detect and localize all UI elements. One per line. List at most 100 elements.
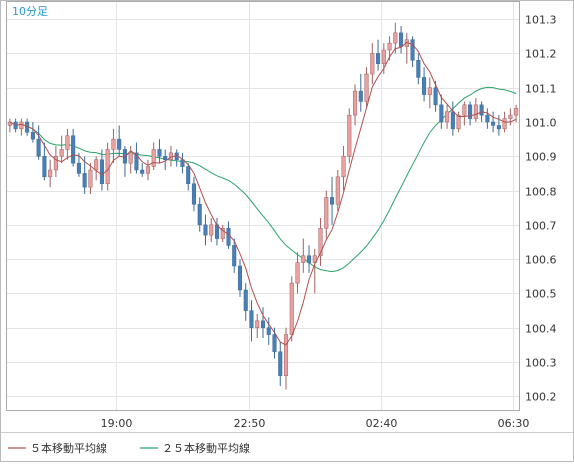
candle-body — [145, 166, 150, 174]
y-tick-label: 100.9 — [525, 151, 557, 164]
candle-body — [163, 156, 168, 160]
x-tick-label: 19:00 — [101, 417, 133, 430]
candle-body — [197, 204, 202, 226]
candle-body — [364, 73, 369, 102]
candle-body — [376, 53, 381, 64]
candle-body — [48, 169, 53, 178]
candle-body — [76, 162, 81, 174]
legend-ma5-label: ５本移動平均線 — [30, 441, 107, 455]
candle-body — [508, 114, 513, 119]
x-axis-ticks: 19:00 22:50 02:40 06:30 — [101, 417, 530, 430]
candle-body — [410, 39, 415, 61]
y-tick-label: 101.0 — [525, 117, 557, 130]
candle-body — [301, 255, 306, 263]
candle-body — [324, 197, 329, 229]
candle-body — [318, 228, 323, 256]
candle-body — [306, 255, 312, 263]
candle-body — [491, 121, 496, 126]
candle-body — [19, 121, 24, 130]
y-tick-label: 100.2 — [525, 391, 557, 404]
candle-body — [180, 159, 185, 167]
candle-body — [30, 132, 35, 140]
y-tick-label: 100.8 — [525, 186, 557, 199]
candle-body — [53, 156, 58, 171]
candle-body — [427, 87, 432, 95]
candle-body — [260, 320, 266, 328]
ma5-layer — [9, 41, 517, 346]
y-tick-label: 100.7 — [525, 220, 557, 233]
candle-body — [468, 104, 473, 119]
candle-body — [439, 104, 444, 123]
candle-body — [387, 42, 392, 51]
x-tick-label: 02:40 — [366, 417, 398, 430]
candle-body — [232, 245, 237, 267]
candle-body — [99, 159, 104, 184]
candle-body — [485, 114, 490, 123]
candle-body — [65, 135, 70, 150]
candle-body — [445, 111, 450, 123]
candle-body — [82, 173, 87, 188]
ma25-line — [9, 86, 517, 273]
candle-body — [226, 228, 231, 246]
y-tick-label: 101.3 — [525, 14, 557, 27]
candle-body — [157, 149, 162, 157]
y-tick-label: 101.1 — [525, 83, 557, 96]
y-tick-label: 100.3 — [525, 357, 557, 370]
candle-body — [399, 32, 404, 47]
candle-body — [381, 49, 386, 64]
candle-body — [416, 60, 421, 78]
timeframe-label: 10分足 — [12, 5, 48, 18]
candle-body — [209, 224, 214, 236]
candle-body — [496, 125, 501, 130]
candle-body — [502, 118, 507, 130]
candle-body — [347, 114, 352, 157]
candle-body — [370, 53, 375, 75]
ma25-layer — [9, 86, 517, 273]
candle-body — [353, 90, 358, 116]
candle-body — [243, 289, 248, 311]
x-tick-label: 22:50 — [234, 417, 266, 430]
candle-body — [295, 262, 300, 284]
candle-body — [422, 77, 427, 95]
x-tick-label: 06:30 — [498, 417, 530, 430]
candle-body — [393, 32, 398, 44]
candle-body — [237, 265, 243, 291]
candle-body — [358, 90, 363, 102]
candle-body — [341, 156, 346, 178]
y-tick-label: 100.4 — [525, 323, 557, 336]
candle-body — [278, 351, 283, 376]
candle-body — [462, 104, 467, 116]
legend-ma25-label: ２５本移動平均線 — [162, 441, 250, 455]
candle-body — [456, 114, 461, 130]
candle-body — [191, 183, 196, 205]
ma5-line — [9, 41, 517, 346]
candle-body — [272, 334, 277, 352]
candle-body — [36, 138, 41, 157]
candle-body — [128, 152, 133, 164]
y-tick-label: 100.6 — [525, 254, 557, 267]
candle-body — [312, 255, 317, 263]
candle-body — [514, 108, 519, 116]
candle-body — [105, 149, 110, 184]
candle-body — [249, 310, 254, 328]
candle-body — [71, 135, 76, 164]
candle-body — [330, 197, 335, 205]
candle-body — [473, 104, 478, 119]
candle-body — [283, 334, 289, 376]
legend: ５本移動平均線 ２５本移動平均線 — [8, 441, 250, 455]
candle-body — [450, 111, 455, 130]
plot-area — [6, 1, 520, 411]
candle-body — [59, 149, 64, 157]
candle-body — [255, 320, 260, 328]
y-axis-ticks: 101.3 101.2 101.1 101.0 100.9 100.8 100.7 100.6… — [525, 14, 557, 404]
candle-body — [186, 166, 191, 184]
candle-body — [289, 282, 294, 335]
candle-body — [433, 87, 438, 106]
candle-body — [7, 121, 12, 126]
candle-body — [42, 156, 47, 178]
y-tick-label: 100.5 — [525, 288, 557, 301]
candle-body — [140, 169, 145, 174]
y-tick-label: 101.2 — [525, 48, 557, 61]
